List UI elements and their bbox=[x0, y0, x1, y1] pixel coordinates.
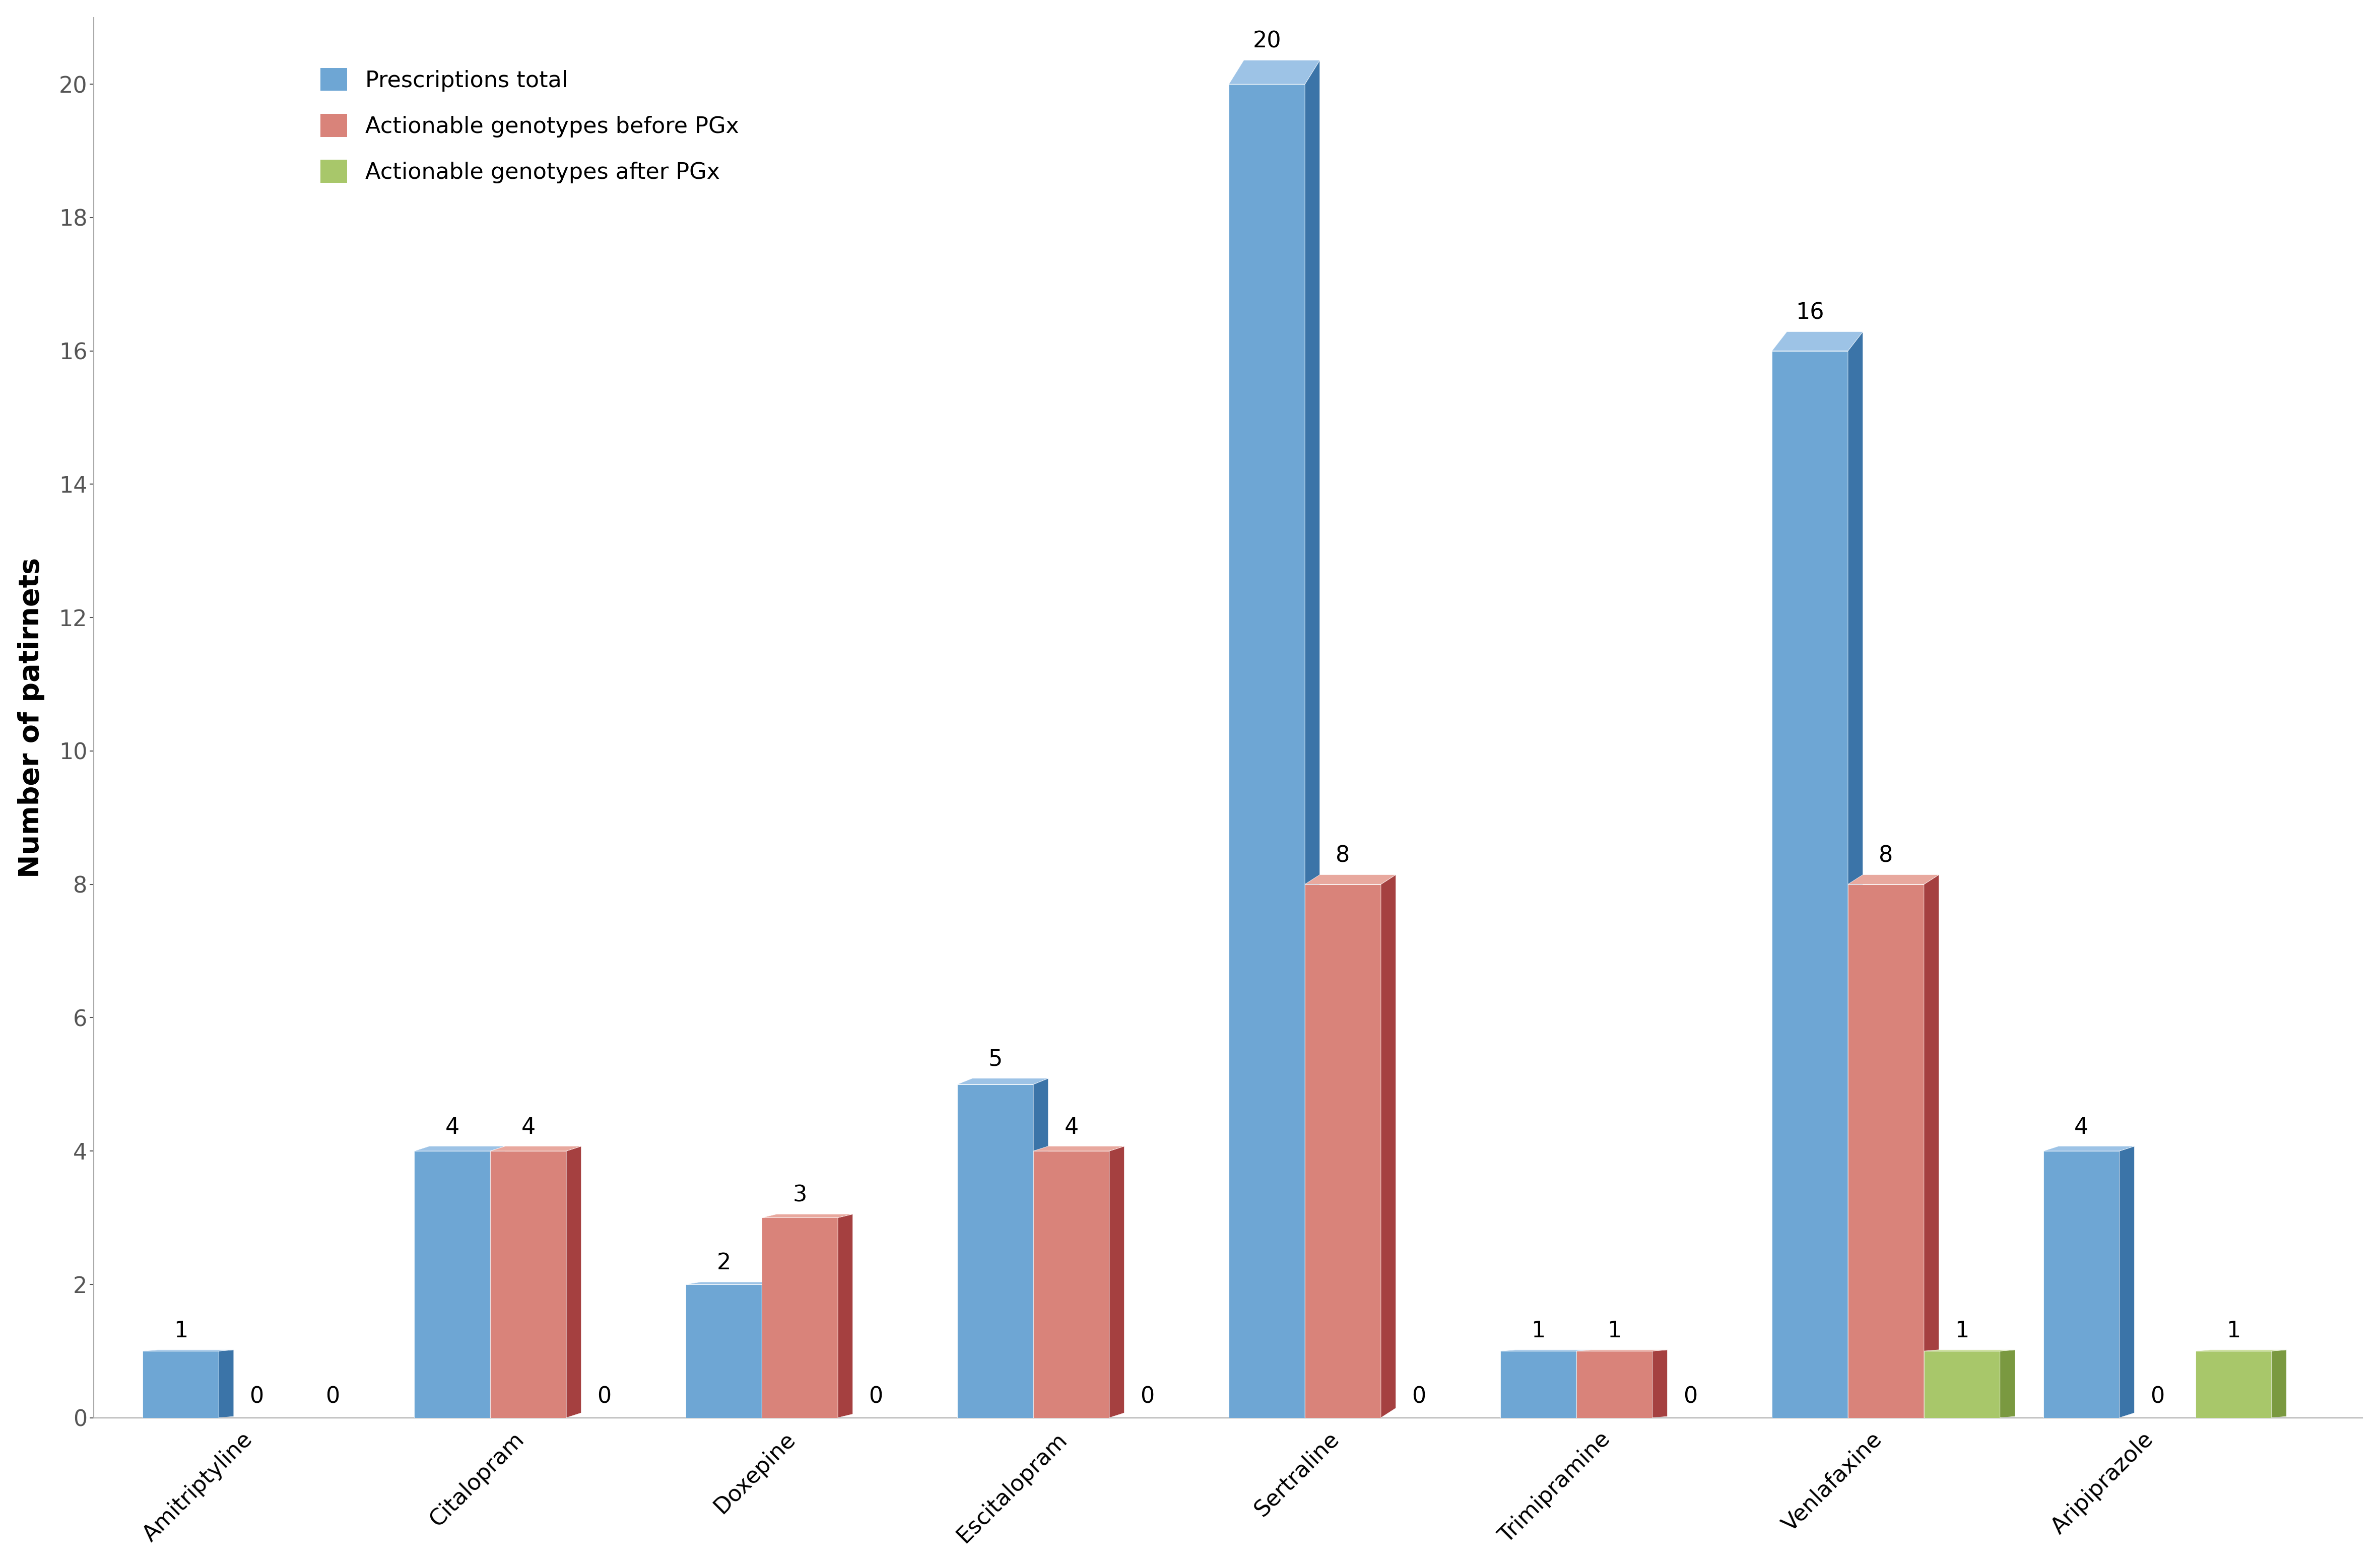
Polygon shape bbox=[685, 1282, 776, 1285]
Polygon shape bbox=[1923, 875, 1940, 1418]
Text: 1: 1 bbox=[174, 1321, 188, 1341]
Text: 0: 0 bbox=[1411, 1387, 1426, 1407]
Text: 8: 8 bbox=[1878, 845, 1892, 867]
Polygon shape bbox=[2044, 1146, 2135, 1150]
Polygon shape bbox=[1773, 351, 1847, 1418]
Polygon shape bbox=[1499, 1351, 1576, 1418]
Text: 0: 0 bbox=[1140, 1387, 1154, 1407]
Text: 0: 0 bbox=[1683, 1387, 1697, 1407]
Text: 1: 1 bbox=[1606, 1321, 1621, 1341]
Text: 4: 4 bbox=[445, 1116, 459, 1138]
Text: 5: 5 bbox=[988, 1049, 1002, 1070]
Polygon shape bbox=[1033, 1078, 1047, 1418]
Polygon shape bbox=[762, 1214, 852, 1218]
Text: 4: 4 bbox=[1064, 1116, 1078, 1138]
Polygon shape bbox=[566, 1146, 581, 1418]
Polygon shape bbox=[762, 1218, 838, 1418]
Text: 4: 4 bbox=[2075, 1116, 2090, 1138]
Polygon shape bbox=[1304, 875, 1395, 884]
Polygon shape bbox=[685, 1285, 762, 1418]
Polygon shape bbox=[1847, 884, 1923, 1418]
Text: 0: 0 bbox=[326, 1387, 340, 1407]
Text: 0: 0 bbox=[597, 1387, 612, 1407]
Text: 1: 1 bbox=[1530, 1321, 1545, 1341]
Polygon shape bbox=[1304, 884, 1380, 1418]
Polygon shape bbox=[1576, 1351, 1652, 1418]
Polygon shape bbox=[1228, 85, 1304, 1418]
Text: 0: 0 bbox=[2152, 1387, 2166, 1407]
Text: 1: 1 bbox=[1954, 1321, 1968, 1341]
Y-axis label: Number of patirnets: Number of patirnets bbox=[17, 557, 45, 878]
Polygon shape bbox=[838, 1214, 852, 1418]
Text: 2: 2 bbox=[716, 1252, 731, 1274]
Polygon shape bbox=[957, 1085, 1033, 1418]
Polygon shape bbox=[490, 1146, 581, 1150]
Polygon shape bbox=[1773, 332, 1864, 351]
Text: 16: 16 bbox=[1795, 302, 1823, 324]
Polygon shape bbox=[1923, 1351, 1999, 1418]
Polygon shape bbox=[1652, 1351, 1668, 1418]
Legend: Prescriptions total, Actionable genotypes before PGx, Actionable genotypes after: Prescriptions total, Actionable genotype… bbox=[309, 56, 750, 194]
Polygon shape bbox=[2121, 1146, 2135, 1418]
Polygon shape bbox=[1109, 1146, 1123, 1418]
Text: 3: 3 bbox=[793, 1185, 807, 1207]
Polygon shape bbox=[414, 1150, 490, 1418]
Text: 1: 1 bbox=[2225, 1321, 2240, 1341]
Polygon shape bbox=[957, 1078, 1047, 1085]
Text: 20: 20 bbox=[1252, 30, 1280, 52]
Text: 0: 0 bbox=[869, 1387, 883, 1407]
Polygon shape bbox=[762, 1282, 776, 1418]
Polygon shape bbox=[1847, 332, 1864, 1418]
Text: 8: 8 bbox=[1335, 845, 1349, 867]
Text: 4: 4 bbox=[521, 1116, 536, 1138]
Polygon shape bbox=[219, 1351, 233, 1418]
Polygon shape bbox=[1576, 1351, 1592, 1418]
Polygon shape bbox=[1999, 1351, 2016, 1418]
Polygon shape bbox=[1033, 1146, 1123, 1150]
Polygon shape bbox=[2194, 1351, 2271, 1418]
Text: 0: 0 bbox=[250, 1387, 264, 1407]
Polygon shape bbox=[1228, 59, 1321, 85]
Polygon shape bbox=[2271, 1351, 2287, 1418]
Polygon shape bbox=[2044, 1150, 2121, 1418]
Polygon shape bbox=[490, 1146, 505, 1418]
Polygon shape bbox=[1380, 875, 1395, 1418]
Polygon shape bbox=[1847, 875, 1940, 884]
Polygon shape bbox=[414, 1146, 505, 1150]
Polygon shape bbox=[1033, 1150, 1109, 1418]
Polygon shape bbox=[1304, 59, 1321, 1418]
Polygon shape bbox=[143, 1351, 219, 1418]
Polygon shape bbox=[490, 1150, 566, 1418]
